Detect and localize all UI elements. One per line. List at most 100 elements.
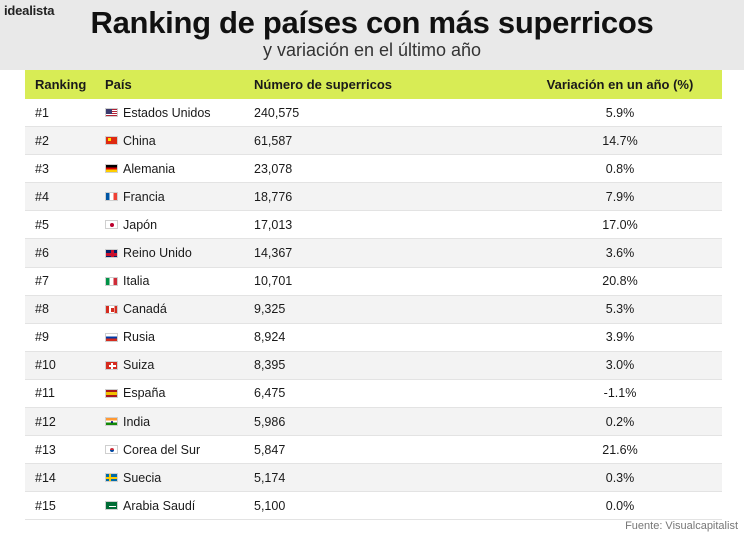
change-cell: 3.6% [605,246,635,261]
rank-cell: #9 [35,330,49,345]
change-cell: 7.9% [605,189,635,204]
it-flag-icon [105,276,118,286]
rank-cell: #7 [35,274,49,289]
table-row: #11 España 6,475 -1.1% [25,380,722,409]
change-cell: 5.3% [605,302,635,317]
count-cell: 8,924 [254,330,286,345]
country-name: Suecia [123,470,162,485]
country-name: Francia [123,189,165,204]
country-cell: Corea del Sur [95,443,248,457]
rank-cell: #8 [35,302,49,317]
country-name: India [123,414,151,429]
rank-cell: #5 [35,217,49,232]
count-cell: 17,013 [254,217,293,232]
table-row: #3 Alemania 23,078 0.8% [25,155,722,184]
country-cell: Japón [95,218,248,232]
rank-cell: #12 [35,414,56,429]
rank-cell: #15 [35,498,56,513]
count-cell: 5,986 [254,414,286,429]
country-name: Rusia [123,330,155,345]
rank-cell: #4 [35,189,49,204]
country-cell: España [95,386,248,400]
country-name: Italia [123,274,150,289]
rank-cell: #14 [35,470,56,485]
rank-cell: #11 [35,386,55,401]
ch-flag-icon [105,360,118,370]
page-title: Ranking de países con más superricos [90,5,654,40]
in-flag-icon [105,417,118,427]
table-row: #7 Italia 10,701 20.8% [25,268,722,296]
count-cell: 23,078 [254,161,293,176]
country-name: Estados Unidos [123,105,211,120]
change-cell: 0.3% [605,470,635,485]
count-cell: 5,847 [254,442,286,457]
table-body: #1 Estados Unidos 240,575 5.9% #2 China 61,587… [25,99,722,521]
country-name: Arabia Saudí [123,498,196,513]
count-cell: 10,701 [254,274,293,289]
brand-logo: idealista [4,3,55,18]
change-cell: 5.9% [605,105,635,120]
country-cell: Italia [95,274,248,288]
country-cell: Canadá [95,302,248,316]
table-row: #10 Suiza 8,395 3.0% [25,351,722,380]
country-cell: Suecia [95,471,248,485]
count-cell: 5,100 [254,498,286,513]
change-cell: 14.7% [602,133,638,148]
count-cell: 8,395 [254,358,286,373]
count-cell: 6,475 [254,386,286,401]
rank-cell: #3 [35,161,49,176]
change-cell: -1.1% [603,386,637,401]
change-cell: 17.0% [602,217,638,232]
page-subtitle: y variación en el último año [262,40,482,60]
table-header: Ranking País Número de superricos Variac… [25,70,722,99]
header-count: Número de superricos [254,77,392,92]
kr-flag-icon [105,445,118,455]
count-cell: 61,587 [254,133,293,148]
change-cell: 0.2% [605,414,635,429]
country-cell: Alemania [95,162,248,176]
header-country: País [105,77,132,92]
rank-cell: #1 [35,105,49,120]
change-cell: 3.0% [605,358,635,373]
country-cell: India [95,415,248,429]
change-cell: 3.9% [605,330,635,345]
ru-flag-icon [105,332,118,342]
table-row: #9 Rusia 8,924 3.9% [25,324,722,352]
count-cell: 14,367 [254,246,293,261]
rank-cell: #10 [35,358,56,373]
change-cell: 21.6% [602,442,638,457]
ca-flag-icon [105,304,118,314]
country-name: Japón [123,217,158,232]
country-cell: Reino Unido [95,246,248,260]
change-cell: 0.0% [605,498,635,513]
count-cell: 5,174 [254,470,286,485]
country-name: España [123,386,166,401]
change-cell: 0.8% [605,161,635,176]
rank-cell: #2 [35,133,49,148]
country-cell: Rusia [95,330,248,344]
country-cell: Suiza [95,358,248,372]
country-name: Suiza [123,358,155,373]
table-row: #8 Canadá 9,325 5.3% [25,295,722,324]
fr-flag-icon [105,192,118,202]
sa-flag-icon [105,501,118,511]
table-row: #15 Arabia Saudí 5,100 0.0% [25,492,722,521]
table-row: #12 India 5,986 0.2% [25,408,722,437]
country-name: China [123,133,156,148]
table-row: #2 China 61,587 14.7% [25,127,722,156]
table-row: #5 Japón 17,013 17.0% [25,211,722,240]
count-cell: 240,575 [254,105,300,120]
count-cell: 9,325 [254,302,286,317]
country-name: Reino Unido [123,246,192,261]
source-note: Fuente: Visualcapitalist [625,520,738,532]
country-name: Alemania [123,161,176,176]
es-flag-icon [105,388,118,398]
country-name: Canadá [123,302,167,317]
header-change: Variación en un año (%) [546,77,694,92]
us-flag-icon [105,108,118,118]
rank-cell: #13 [35,442,56,457]
table-row: #13 Corea del Sur 5,847 21.6% [25,436,722,465]
table-row: #6 Reino Unido 14,367 3.6% [25,239,722,268]
change-cell: 20.8% [602,274,638,289]
ranking-table: Ranking País Número de superricos Variac… [25,70,722,521]
